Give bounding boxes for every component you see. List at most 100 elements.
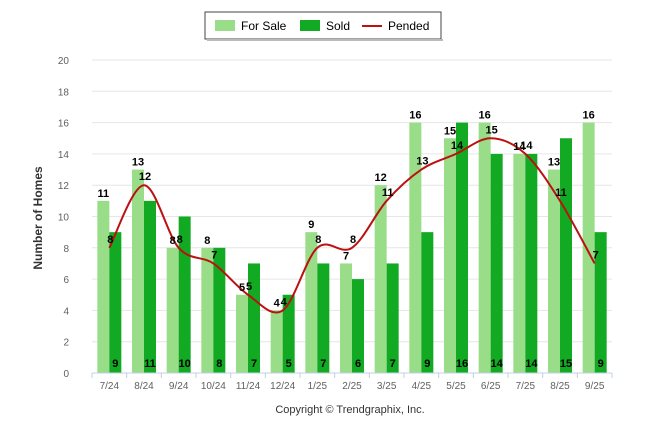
bar-sold (386, 263, 399, 373)
label-sold: 16 (456, 358, 468, 370)
bar-sold (525, 153, 538, 373)
label-for-sale: 13 (548, 157, 560, 169)
y-tick-label: 18 (58, 87, 70, 98)
x-tick-label: 7/25 (516, 381, 536, 392)
bar-for-sale (582, 122, 595, 373)
label-for-sale: 16 (409, 110, 421, 122)
label-pended: 14 (451, 140, 464, 152)
label-pended: 7 (593, 249, 599, 261)
bar-sold (282, 294, 295, 373)
x-tick-label: 6/25 (481, 381, 501, 392)
bar-for-sale (409, 122, 422, 373)
legend-box (204, 11, 442, 40)
label-for-sale: 15 (444, 125, 456, 137)
x-tick-label: 5/25 (446, 381, 466, 392)
label-pended: 5 (246, 281, 252, 293)
label-for-sale: 8 (204, 235, 210, 247)
bar-for-sale (270, 310, 283, 373)
label-for-sale: 13 (132, 157, 144, 169)
label-for-sale: 4 (274, 297, 281, 309)
bar-for-sale (201, 247, 214, 373)
label-sold: 8 (216, 358, 222, 370)
label-sold: 7 (251, 358, 257, 370)
y-tick-label: 10 (58, 213, 70, 224)
x-tick-label: 8/25 (550, 381, 570, 392)
label-for-sale: 11 (98, 188, 110, 200)
label-pended: 8 (350, 234, 356, 246)
bar-for-sale (97, 200, 110, 373)
label-sold: 5 (286, 358, 292, 370)
label-sold: 10 (179, 358, 191, 370)
label-sold: 9 (424, 358, 430, 370)
bar-sold (594, 232, 607, 373)
bar-sold (421, 232, 434, 373)
y-tick-label: 4 (63, 306, 69, 317)
y-tick-label: 16 (58, 119, 70, 130)
label-sold: 9 (598, 358, 604, 370)
label-sold: 7 (390, 358, 396, 370)
label-pended: 12 (139, 171, 151, 183)
label-pended: 8 (177, 234, 183, 246)
x-tick-label: 11/24 (236, 381, 261, 392)
for-sale-bars (97, 122, 595, 373)
y-tick-label: 0 (63, 369, 69, 380)
sold-bars (109, 122, 607, 373)
legend-shadow (207, 39, 443, 41)
x-tick-label: 2/25 (342, 381, 362, 392)
label-pended: 11 (382, 187, 394, 199)
label-sold: 7 (320, 358, 326, 370)
label-sold: 11 (144, 358, 156, 370)
label-for-sale: 8 (170, 235, 176, 247)
bar-sold (456, 122, 468, 373)
bar-for-sale (513, 153, 526, 373)
bar-sold (248, 263, 260, 373)
bar-for-sale (305, 232, 318, 373)
y-tick-label: 8 (63, 244, 69, 255)
bar-sold (352, 279, 364, 373)
label-pended: 7 (211, 249, 217, 261)
bar-sold (144, 200, 156, 373)
bar-for-sale (374, 185, 387, 373)
x-tick-label: 4/25 (412, 381, 432, 392)
label-for-sale: 7 (343, 250, 349, 262)
label-for-sale: 16 (479, 110, 491, 122)
label-pended: 8 (107, 234, 113, 246)
legend-label-for-sale: For Sale (241, 19, 287, 33)
x-tick-label: 10/24 (201, 381, 226, 392)
legend-swatch-sold (300, 20, 320, 31)
bar-sold (213, 247, 226, 373)
label-sold: 6 (355, 358, 361, 370)
bar-for-sale (236, 294, 248, 373)
legend: For Sale Sold Pended (204, 11, 443, 41)
y-tick-label: 14 (58, 150, 70, 161)
y-tick-label: 2 (63, 338, 69, 349)
label-for-sale: 9 (308, 219, 314, 231)
legend-label-sold: Sold (326, 19, 350, 33)
legend-label-pended: Pended (388, 19, 429, 33)
label-sold: 14 (491, 358, 504, 370)
x-tick-label: 12/24 (270, 381, 295, 392)
bar-for-sale (132, 169, 144, 373)
label-sold: 14 (525, 358, 538, 370)
copyright-credit: Copyright © Trendgraphix, Inc. (275, 404, 424, 416)
label-pended: 13 (416, 156, 428, 168)
y-axis-title: Number of Homes (31, 166, 45, 270)
x-axis-ticks: 7/24 8/24 9/24 10/24 11/24 12/24 1/25 2/25 3/25 4… (91, 373, 613, 392)
legend-swatch-for-sale (215, 20, 235, 31)
label-for-sale: 5 (239, 282, 245, 294)
x-tick-label: 9/25 (585, 381, 605, 392)
label-for-sale: 12 (375, 172, 387, 184)
bar-for-sale (444, 138, 456, 373)
label-for-sale: 16 (583, 110, 595, 122)
y-tick-label: 20 (58, 56, 70, 67)
label-pended: 14 (520, 140, 533, 152)
bar-for-sale (166, 247, 179, 373)
bar-sold (317, 263, 330, 373)
label-for-sale: 14 (513, 141, 526, 153)
y-tick-label: 12 (58, 181, 70, 192)
x-tick-label: 3/25 (377, 381, 397, 392)
label-sold: 15 (560, 358, 572, 370)
label-pended: 4 (281, 296, 288, 308)
